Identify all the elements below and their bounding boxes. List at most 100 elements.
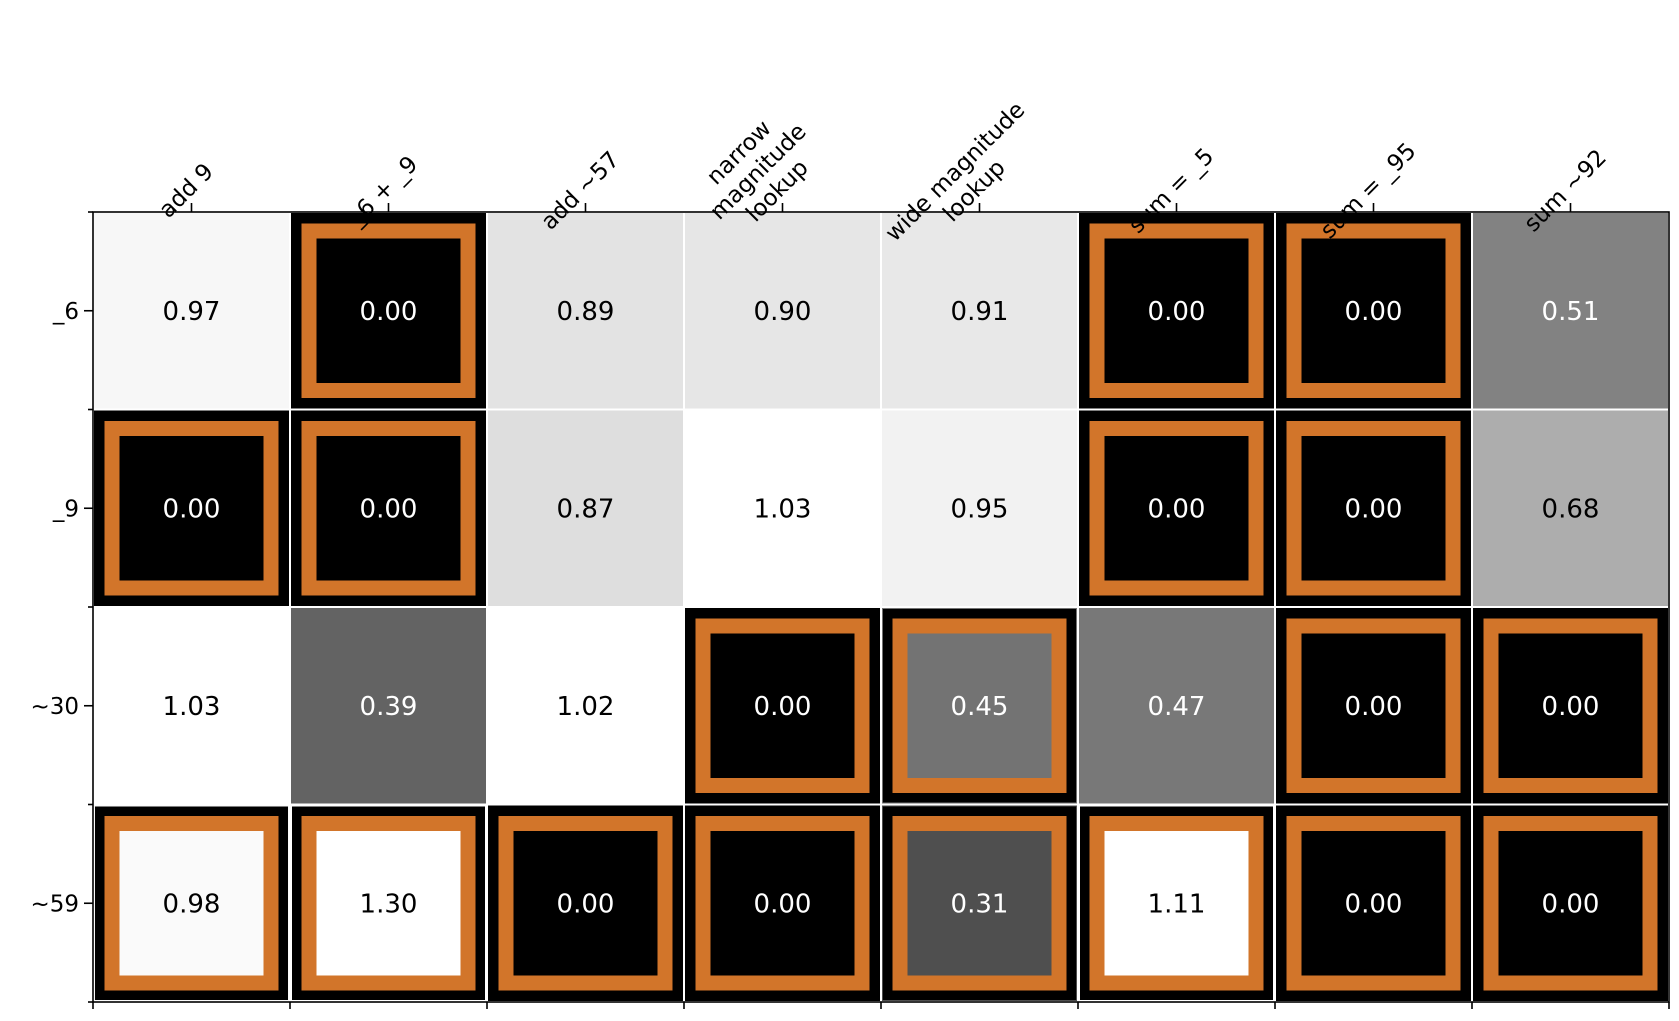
cell-value-label: 0.98 [163,889,221,919]
cell-value-label: 0.00 [1345,494,1403,524]
heatmap-cell [882,608,1077,804]
cell-outline [1474,806,1667,1000]
heatmap-cell [488,805,683,1001]
cell-outline [686,609,879,803]
cell-outline [1080,214,1273,408]
highlight-border [1286,618,1461,793]
cell-value-label: 0.95 [951,494,1009,524]
heatmap-cells [94,213,1668,1001]
heatmap-cell [685,608,880,804]
heatmap-cell [488,410,683,606]
highlight-border [1286,816,1461,991]
cell-value-label: 0.91 [951,297,1009,327]
row-labels: _6 _9 ~30 ~59 [30,299,79,918]
heatmap-cell [94,410,289,606]
cell-value-label: 0.00 [163,494,221,524]
heatmap-cell [882,213,1077,409]
heatmap-cell [94,608,289,804]
highlight-border [498,816,673,991]
cell-value-label: 1.11 [1148,889,1206,919]
cell-outline [95,806,288,1000]
cell-value-label: 0.97 [163,297,221,327]
highlight-border [301,816,476,991]
highlight-border [892,816,1067,991]
heatmap-cell [291,213,486,409]
row-label: ~59 [30,891,79,917]
highlight-border [301,421,476,596]
cell-value-label: 0.00 [1148,494,1206,524]
heatmap-cell [1473,213,1668,409]
cell-value-label: 0.47 [1148,692,1206,722]
cell-value-label: 0.00 [557,889,615,919]
highlight-border [892,618,1067,793]
cell-value-label: 0.31 [951,889,1009,919]
cell-value-label: 0.00 [1542,692,1600,722]
cell-value-labels: 0.97 0.00 0.89 0.90 0.91 0.00 0.00 0.51 0.00 0.00… [163,297,1600,920]
cell-outline [489,806,682,1000]
heatmap-cell [488,213,683,409]
cell-outline [1277,609,1470,803]
row-label: ~30 [30,694,79,720]
cell-outline [686,806,879,1000]
cell-value-label: 0.00 [1148,297,1206,327]
heatmap-cell [1079,608,1274,804]
cell-value-label: 0.00 [360,494,418,524]
highlight-border [1089,223,1264,398]
cell-outline [1080,806,1273,1000]
cell-value-label: 0.00 [1345,297,1403,327]
cell-value-label: 0.89 [557,297,615,327]
heatmap-cell [1276,213,1471,409]
cell-outline [883,609,1076,803]
cell-value-label: 0.68 [1542,494,1600,524]
cell-outline [95,411,288,605]
highlight-border [104,816,279,991]
heatmap-cell [685,213,880,409]
cell-value-label: 0.00 [1345,889,1403,919]
cell-value-label: 0.00 [754,692,812,722]
cell-value-label: 0.45 [951,692,1009,722]
cell-value-label: 0.00 [754,889,812,919]
cell-value-label: 0.39 [360,692,418,722]
cell-outline [292,214,485,408]
cell-value-label: 1.30 [360,889,418,919]
highlight-border [1089,816,1264,991]
cell-outline [1277,806,1470,1000]
highlight-border [1483,618,1658,793]
row-label: _6 [52,299,79,325]
heatmap-cell [1079,805,1274,1001]
heatmap-cell [1473,805,1668,1001]
heatmap-cell [291,608,486,804]
axes [84,203,1670,1009]
highlight-border [104,421,279,596]
highlight-border [1089,421,1264,596]
cell-outline [1080,411,1273,605]
heatmap-cell [685,805,880,1001]
row-label: _9 [52,496,79,522]
cell-value-label: 0.87 [557,494,615,524]
highlight-border [1483,816,1658,991]
cell-value-label: 0.90 [754,297,812,327]
cell-outline [292,411,485,605]
cell-value-label: 0.00 [1542,889,1600,919]
highlight-border [695,816,870,991]
highlight-border [695,618,870,793]
heatmap-cell [291,805,486,1001]
heatmap-cell [488,608,683,804]
cell-value-label: 0.00 [360,297,418,327]
highlight-border [1286,421,1461,596]
heatmap-cell [1473,410,1668,606]
cell-outline [883,806,1076,1000]
heatmap-cell [1276,410,1471,606]
heatmap-cell [1079,213,1274,409]
cell-value-label: 1.02 [557,692,615,722]
cell-value-label: 1.03 [163,692,221,722]
heatmap-cell [1079,410,1274,606]
cell-outline [1277,214,1470,408]
heatmap-cell [1276,608,1471,804]
heatmap-cell [882,410,1077,606]
highlight-borders [95,214,1667,1000]
cell-outline [1474,609,1667,803]
highlight-border [301,223,476,398]
heatmap-cell [94,805,289,1001]
heatmap-cell [1473,608,1668,804]
